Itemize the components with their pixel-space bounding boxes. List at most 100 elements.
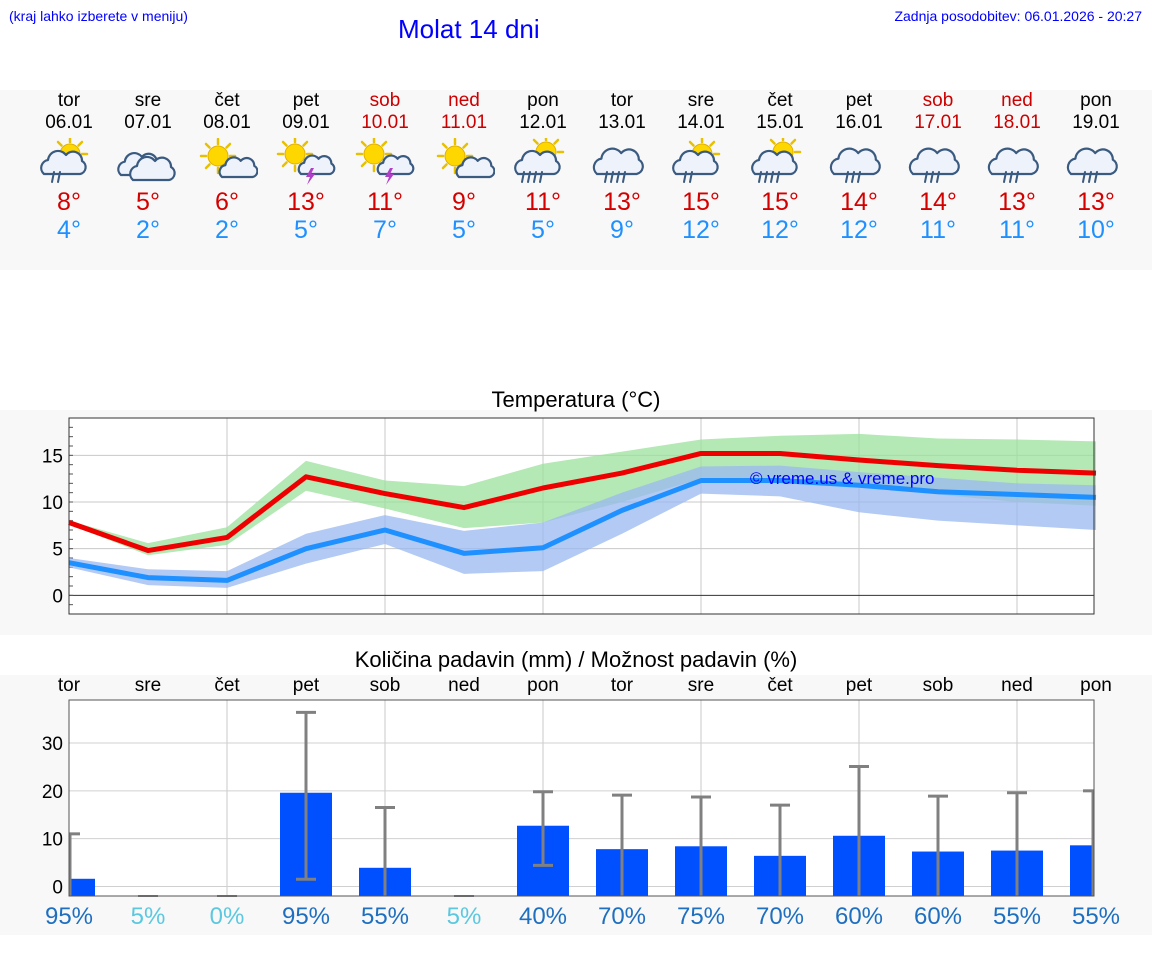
rain-shape bbox=[845, 171, 861, 183]
max-temperature: 13° bbox=[603, 188, 641, 216]
cloud-shape bbox=[751, 149, 798, 176]
precipitation-day-label: tor bbox=[610, 675, 634, 696]
cloud-shape bbox=[514, 149, 561, 176]
sun-shape bbox=[199, 138, 237, 175]
max-temperature: 13° bbox=[998, 188, 1036, 216]
precipitation-day-label: pet bbox=[292, 675, 320, 696]
day-forecast: pon 12.01 11° 5° bbox=[504, 90, 582, 244]
min-temperature: 9° bbox=[610, 216, 634, 244]
precipitation-probability: 60% bbox=[913, 903, 963, 930]
cloud-shape bbox=[376, 154, 415, 176]
cloud-shape bbox=[987, 147, 1039, 176]
day-name: tor bbox=[57, 90, 81, 111]
day-date: 19.01 bbox=[1072, 112, 1120, 133]
rain-shape bbox=[758, 171, 780, 183]
rain-shape bbox=[521, 171, 543, 183]
y-tick-label: 10 bbox=[42, 830, 63, 851]
cloud-rain-icon bbox=[987, 147, 1039, 183]
day-forecast: sre 14.01 15° 12° bbox=[662, 90, 740, 244]
day-forecast: sob 10.01 11° 7° bbox=[346, 90, 424, 244]
last-update-text: Zadnja posodobitev: 06.01.2026 - 20:27 bbox=[894, 8, 1142, 24]
rain-shape bbox=[51, 171, 61, 183]
temperature-chart: 0 5 10 15 © vreme.us & vreme.pro bbox=[42, 417, 1097, 615]
day-forecast: pet 09.01 13° 5° bbox=[267, 90, 345, 244]
sun-cloud-heavy-rain-icon bbox=[514, 138, 565, 183]
cloud-heavy-rain-icon bbox=[592, 147, 644, 183]
day-name: pet bbox=[845, 90, 873, 111]
day-forecast: ned 18.01 13° 11° bbox=[978, 90, 1056, 244]
region-menu-hint: (kraj lahko izberete v meniju) bbox=[9, 8, 188, 24]
precipitation-bar bbox=[1070, 845, 1094, 896]
rain-shape bbox=[1003, 171, 1019, 183]
precipitation-day-label: pon bbox=[1080, 675, 1112, 696]
cloud-shape bbox=[829, 147, 881, 176]
precipitation-day-label: sre bbox=[687, 675, 715, 696]
precipitation-probability-row: 95% 5% 0% 95% 55% 5% 40% 70% 75% 70% 60% 60% 55% 55% bbox=[0, 903, 1152, 935]
min-temperature: 2° bbox=[136, 216, 160, 244]
max-temperature: 15° bbox=[682, 188, 720, 216]
precipitation-probability: 75% bbox=[676, 903, 726, 930]
sun-cloud-heavy-rain-icon bbox=[751, 138, 802, 183]
max-temperature: 11° bbox=[525, 188, 561, 216]
max-temperature: 15° bbox=[761, 188, 799, 216]
min-temperature: 12° bbox=[840, 216, 878, 244]
min-temperature: 2° bbox=[215, 216, 239, 244]
y-tick-label: 30 bbox=[42, 734, 63, 755]
series-line-max bbox=[68, 450, 1097, 554]
precipitation-day-label: ned bbox=[1001, 675, 1033, 696]
y-tick-label: 0 bbox=[52, 586, 63, 607]
day-date: 11.01 bbox=[440, 112, 488, 133]
precipitation-chart-title: Količina padavin (mm) / Možnost padavin … bbox=[354, 647, 798, 672]
min-temperature: 12° bbox=[761, 216, 799, 244]
min-temperature: 12° bbox=[682, 216, 720, 244]
min-temperature: 7° bbox=[373, 216, 397, 244]
precipitation-day-label: pet bbox=[845, 675, 873, 696]
day-name: pon bbox=[527, 90, 559, 111]
cloud-shape bbox=[592, 147, 644, 176]
min-temperature: 5° bbox=[294, 216, 318, 244]
sun-cloud-rain-icon bbox=[40, 138, 89, 183]
max-temperature: 11° bbox=[367, 188, 403, 216]
day-name: sob bbox=[369, 90, 401, 111]
sun-cloud-icon bbox=[436, 138, 495, 179]
cloud-shape bbox=[672, 149, 719, 176]
day-name: ned bbox=[448, 90, 480, 111]
precipitation-probability: 55% bbox=[1071, 903, 1121, 930]
precipitation-day-labels: tor sre čet pet sob ned pon tor sre čet pet sob ned p… bbox=[0, 675, 1152, 699]
precipitation-probability: 60% bbox=[834, 903, 884, 930]
rain-shape bbox=[683, 171, 693, 183]
precipitation-day-label: sob bbox=[922, 675, 954, 696]
min-temperature: 5° bbox=[452, 216, 476, 244]
temperature-plot-border bbox=[68, 417, 1095, 615]
sun-cloud-rain-icon bbox=[672, 138, 721, 183]
precipitation-probability: 5% bbox=[446, 903, 482, 930]
day-forecast: pon 19.01 13° 10° bbox=[1057, 90, 1135, 244]
day-forecast: tor 06.01 8° 4° bbox=[30, 90, 108, 244]
day-name: pet bbox=[292, 90, 320, 111]
day-forecast: sre 07.01 5° 2° bbox=[109, 90, 187, 244]
day-date: 06.01 bbox=[45, 112, 93, 133]
min-temperature: 10° bbox=[1077, 216, 1115, 244]
precipitation-probability: 70% bbox=[597, 903, 647, 930]
day-date: 18.01 bbox=[993, 112, 1041, 133]
cloud-shape bbox=[40, 149, 87, 176]
precipitation-chart: 0 10 20 30 bbox=[42, 699, 1095, 898]
max-temperature: 9° bbox=[452, 188, 476, 216]
series-band-max bbox=[69, 433, 1096, 556]
precipitation-probability: 95% bbox=[44, 903, 94, 930]
precipitation-day-label: sob bbox=[369, 675, 401, 696]
day-name: ned bbox=[1001, 90, 1033, 111]
watermark: © vreme.us & vreme.pro bbox=[750, 469, 934, 488]
cloud-rain-icon bbox=[908, 147, 960, 183]
y-tick-label: 10 bbox=[42, 493, 63, 514]
day-date: 17.01 bbox=[914, 112, 962, 133]
day-date: 07.01 bbox=[124, 112, 172, 133]
cloud-shape bbox=[129, 155, 176, 182]
day-forecast: sob 17.01 14° 11° bbox=[899, 90, 977, 244]
max-temperature: 14° bbox=[840, 188, 878, 216]
precipitation-day-label: čet bbox=[767, 675, 793, 696]
max-temperature: 5° bbox=[136, 188, 160, 216]
precipitation-day-label: čet bbox=[214, 675, 240, 696]
max-temperature: 8° bbox=[57, 188, 81, 216]
day-forecast: čet 15.01 15° 12° bbox=[741, 90, 819, 244]
